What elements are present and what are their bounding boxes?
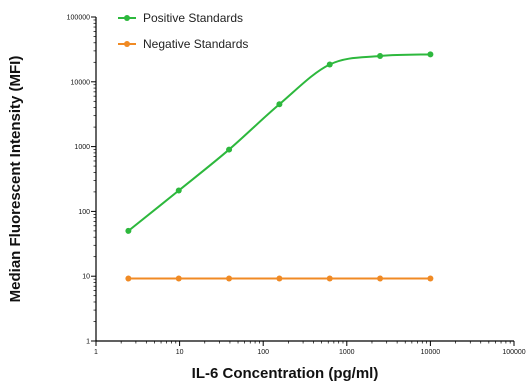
x-tick-label: 100	[257, 349, 269, 356]
y-tick-label: 10	[82, 274, 90, 281]
data-point	[125, 275, 132, 282]
y-ticks: 1 10 100 1000 10000 100000	[67, 15, 96, 346]
data-point	[427, 275, 434, 282]
y-tick-label: 1	[86, 339, 90, 346]
data-point	[377, 53, 384, 60]
x-tick-label: 1000	[339, 349, 355, 356]
legend-label: Negative Standards	[143, 37, 248, 51]
legend-label: Positive Standards	[143, 11, 243, 25]
data-point	[377, 275, 384, 282]
y-axis: 1 10 100 1000 10000 100000	[67, 15, 97, 346]
series-line	[127, 53, 431, 232]
data-point	[175, 275, 182, 282]
data-point	[226, 275, 233, 282]
legend: Positive Standards Negative Standards	[118, 11, 248, 51]
data-point	[326, 61, 333, 68]
x-axis: 1 10 100 1000 10000 100000	[94, 340, 526, 356]
series-negative	[125, 275, 434, 282]
data-point	[427, 51, 434, 58]
x-tick-label: 10000	[421, 349, 441, 356]
y-tick-label: 100	[78, 209, 90, 216]
x-tick-label: 1	[94, 349, 98, 356]
x-axis-title: IL-6 Concentration (pg/ml)	[192, 365, 379, 382]
series-layer	[125, 51, 434, 282]
x-ticks: 1 10 100 1000 10000 100000	[94, 341, 526, 356]
data-point	[326, 275, 333, 282]
x-tick-label: 10	[176, 349, 184, 356]
legend-marker	[124, 41, 130, 47]
data-point	[226, 146, 233, 153]
y-tick-label: 1000	[74, 144, 90, 151]
data-point	[175, 187, 182, 194]
y-axis-title: Median Fluorescent Intensity (MFI)	[7, 56, 24, 303]
y-tick-label: 10000	[71, 79, 91, 86]
x-tick-label: 100000	[502, 349, 525, 356]
legend-marker	[124, 15, 130, 21]
data-point	[276, 101, 283, 108]
data-point	[276, 275, 283, 282]
series-positive	[125, 51, 434, 234]
y-tick-label: 100000	[67, 15, 90, 22]
data-point	[125, 227, 132, 234]
